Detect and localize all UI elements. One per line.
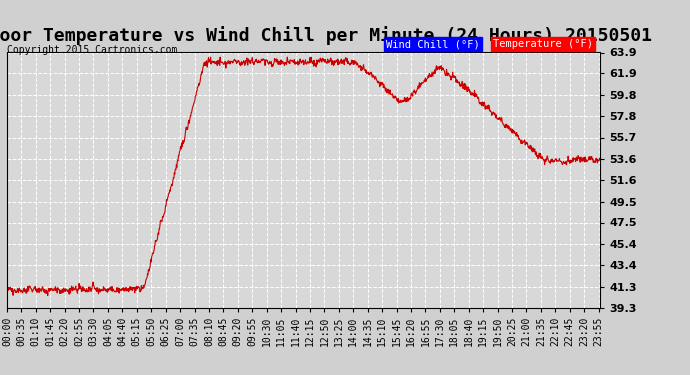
Text: Copyright 2015 Cartronics.com: Copyright 2015 Cartronics.com bbox=[7, 45, 177, 55]
Text: Wind Chill (°F): Wind Chill (°F) bbox=[386, 39, 480, 50]
Text: Outdoor Temperature vs Wind Chill per Minute (24 Hours) 20150501: Outdoor Temperature vs Wind Chill per Mi… bbox=[0, 26, 651, 45]
Text: Temperature (°F): Temperature (°F) bbox=[493, 39, 593, 50]
